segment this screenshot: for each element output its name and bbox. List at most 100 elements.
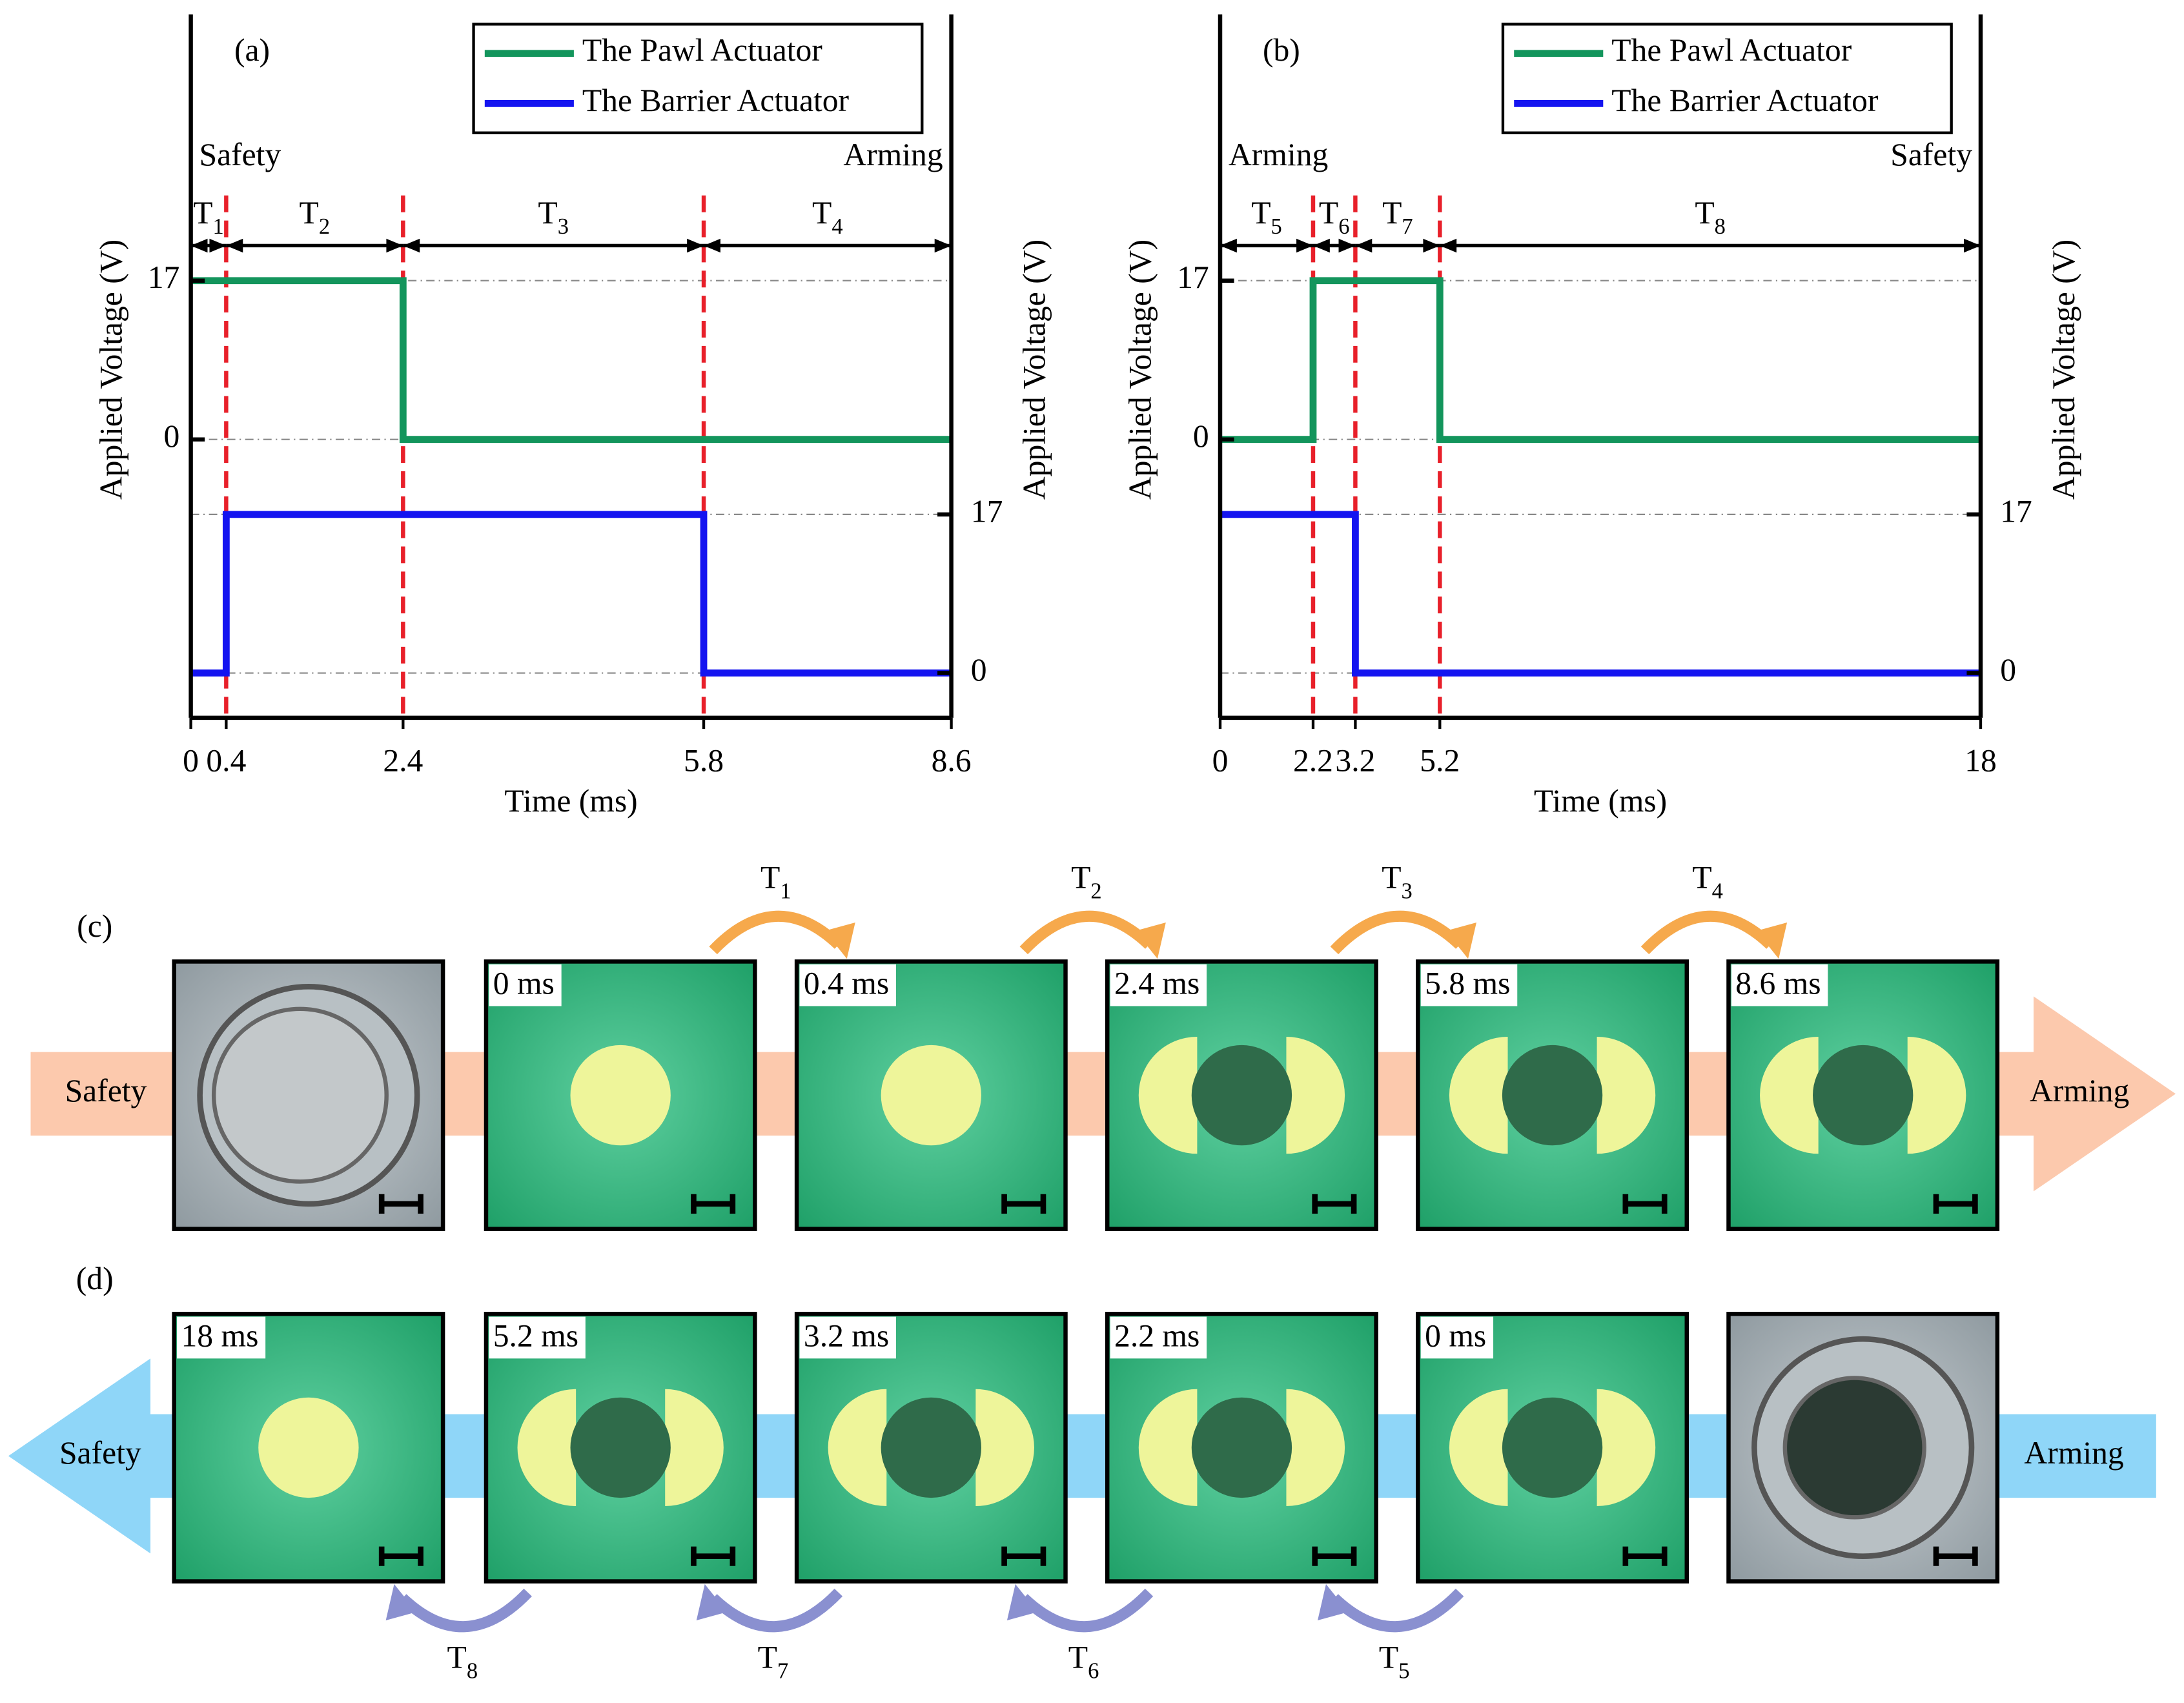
arrow-head [1445,923,1476,959]
timestamp: 8.6 ms [1735,966,1821,1001]
image-shutter [1597,1036,1656,1154]
state-label: Arming [843,137,943,172]
arrow-head [696,1584,728,1620]
timestamp-bg [799,1316,896,1359]
legend-label: The Barrier Actuator [1611,83,1879,118]
y-tick-label: 17 [148,260,180,295]
label-main: T [1068,1640,1088,1675]
label-main: T [758,1640,777,1675]
x-tick-label: 0.4 [206,742,246,778]
image-shutter [1138,1036,1198,1154]
arrow-head [1135,923,1166,959]
x-tick-label: 18 [1965,742,1997,778]
scale-bar [378,1194,424,1214]
timestamp-bg [799,964,896,1006]
y-tick-label: 0 [164,418,180,454]
interval-label: T6 [1319,196,1350,240]
series-line [190,277,952,444]
transition-arrow [709,1588,843,1633]
label-sub: 5 [1398,1658,1409,1683]
flow-arrow [8,1358,2156,1554]
image-disk [258,1397,359,1498]
y2-tick-label: 17 [971,493,1003,529]
interval-label: T3 [538,196,569,240]
state-label: Arming [1229,137,1328,172]
scale-bar [1933,1194,1978,1214]
label-main: T [538,196,557,231]
label-sub: 3 [558,214,569,239]
image-shutter [665,1389,724,1507]
y2-axis-label: Applied Voltage (V) [1017,240,1052,500]
image-shutter [1597,1389,1656,1507]
image-hole [1502,1397,1603,1498]
label-sub: 4 [832,214,842,239]
scale-bar [1001,1546,1046,1566]
transition-label: T5 [1379,1640,1410,1684]
legend-box [1501,23,1953,134]
series-line [1220,277,1981,444]
scale-bar [1312,1546,1357,1566]
image-shutter [1138,1389,1198,1507]
y-axis-label: Applied Voltage (V) [93,240,128,500]
transition-arrow [398,1588,532,1633]
y-axis-label: Applied Voltage (V) [1123,240,1158,500]
y-tick-label: 0 [1193,418,1209,454]
flow-label: Arming [2030,1073,2129,1108]
label-sub: 8 [467,1658,478,1683]
timestamp: 5.8 ms [1425,966,1510,1001]
x-tick-label: 8.6 [932,742,972,778]
flow-label: Arming [2024,1435,2123,1471]
label-main: T [447,1640,467,1675]
image-disk [570,1045,671,1146]
timestamp-bg [1110,1316,1207,1359]
label-sub: 1 [780,879,791,903]
arrow-head [385,1584,417,1620]
image-disk [211,1006,389,1184]
image-shutter [1286,1036,1345,1154]
transition-arrow [1330,1588,1464,1633]
timestamp-bg [1420,964,1518,1006]
image-shutter [975,1389,1034,1507]
scale-bar [1001,1194,1046,1214]
transition-arrow [709,910,842,955]
transition-label: T3 [1382,860,1413,904]
panel-label: (b) [1263,32,1300,68]
arrow-head [1006,1584,1038,1620]
label-sub: 8 [1715,214,1726,239]
label-main: T [193,196,212,231]
x-axis-label: Time (ms) [1534,783,1667,819]
transition-arrow [1019,910,1153,955]
scale-bar [1933,1546,1978,1566]
legend-box [472,23,924,134]
label-main: T [300,196,319,231]
image-hole [1502,1045,1603,1146]
arrow-head [1756,923,1788,959]
y2-tick-label: 17 [2000,493,2032,529]
label-sub: 6 [1088,1658,1099,1683]
label-main: T [760,860,780,895]
image-shutter [1449,1389,1508,1507]
flow-arrow [30,996,2176,1192]
image-shutter [1760,1036,1819,1154]
y2-tick-label: 0 [2000,652,2016,688]
label-sub: 7 [1402,214,1413,239]
x-tick-label: 3.2 [1335,742,1375,778]
image-shutter [517,1389,577,1507]
x-tick-label: 2.2 [1293,742,1333,778]
timestamp: 0 ms [1425,1318,1486,1354]
label-main: T [1071,860,1090,895]
label-sub: 7 [777,1658,788,1683]
x-tick-label: 0 [183,742,199,778]
series-line [1220,511,1981,677]
timestamp-bg [1420,1316,1494,1359]
arrow-head [1312,238,1356,253]
label-main: T [1382,860,1401,895]
interval-label: T5 [1251,196,1282,240]
label-main: T [1695,196,1714,231]
label-sub: 2 [319,214,330,239]
timestamp-bg [1731,964,1828,1006]
scale-bar [1312,1194,1357,1214]
label-sub: 1 [213,214,224,239]
image-shutter [1907,1036,1966,1154]
